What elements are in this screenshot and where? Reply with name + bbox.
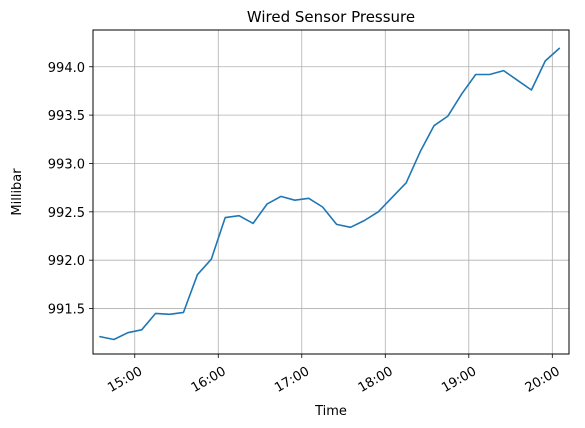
chart-title: Wired Sensor Pressure	[247, 8, 415, 26]
grid-layer	[93, 30, 569, 354]
x-axis-label: Time	[314, 404, 347, 419]
data-line-layer	[99, 47, 561, 341]
y-axis-ticks: 991.5 992.0 992.5 993.0 993.5 994.0	[48, 61, 93, 318]
y-tick-label: 994.0	[48, 61, 85, 76]
y-tick-label: 993.5	[48, 109, 85, 124]
plot-area-frame	[92, 29, 570, 355]
y-axis-label: Millibar	[10, 168, 25, 216]
y-tick-label: 992.5	[48, 206, 85, 221]
pressure-series-line	[99, 47, 561, 341]
y-tick-label: 993.0	[48, 157, 85, 172]
y-tick-label: 992.0	[48, 254, 85, 269]
y-tick-label: 991.5	[48, 303, 85, 318]
